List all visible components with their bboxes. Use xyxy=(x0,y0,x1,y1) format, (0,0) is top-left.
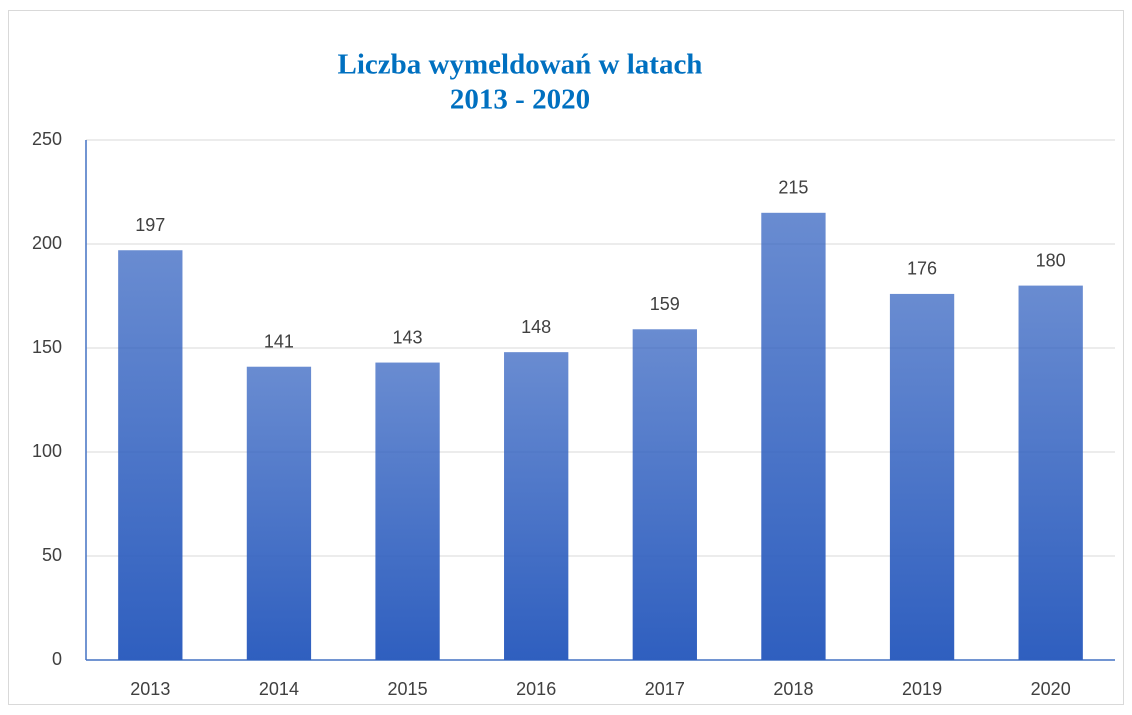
bar xyxy=(1018,285,1083,660)
y-tick-label: 0 xyxy=(52,649,62,669)
y-tick-label: 100 xyxy=(32,441,62,461)
x-tick-label: 2014 xyxy=(259,679,299,699)
y-tick-label: 50 xyxy=(42,545,62,565)
x-tick-label: 2020 xyxy=(1031,679,1071,699)
y-tick-label: 200 xyxy=(32,233,62,253)
bar xyxy=(632,329,697,660)
bar xyxy=(504,352,569,660)
bar xyxy=(246,366,312,660)
data-label: 176 xyxy=(907,259,937,279)
chart-title: Liczba wymeldowań w latach xyxy=(338,49,703,81)
data-label: 141 xyxy=(264,331,294,351)
data-label: 148 xyxy=(521,317,551,337)
bar xyxy=(118,250,183,661)
data-label: 143 xyxy=(393,327,423,347)
y-tick-label: 150 xyxy=(32,337,62,357)
data-label: 180 xyxy=(1036,250,1066,270)
x-tick-label: 2015 xyxy=(388,679,428,699)
chart-title: 2013 - 2020 xyxy=(450,84,590,116)
x-tick-label: 2016 xyxy=(516,679,556,699)
x-tick-label: 2019 xyxy=(902,679,942,699)
y-tick-label: 250 xyxy=(32,129,62,149)
bar xyxy=(375,362,440,660)
data-label: 215 xyxy=(778,178,808,198)
bar xyxy=(761,212,826,661)
data-label: 197 xyxy=(135,215,165,235)
data-label: 159 xyxy=(650,294,680,314)
bar xyxy=(889,293,955,660)
x-tick-label: 2017 xyxy=(645,679,685,699)
x-tick-label: 2018 xyxy=(773,679,813,699)
x-tick-label: 2013 xyxy=(130,679,170,699)
